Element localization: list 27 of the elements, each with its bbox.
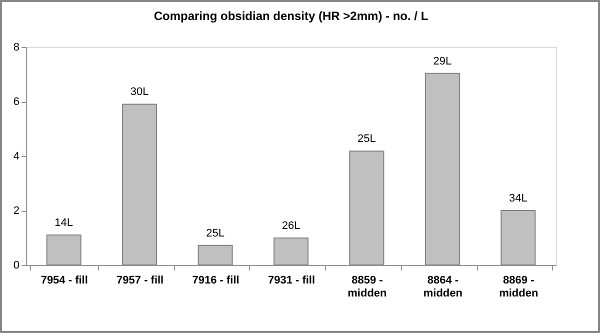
- bar: [274, 238, 308, 266]
- annotation: 25L: [358, 133, 376, 146]
- x-tick-label: 7931 - fill: [268, 274, 316, 286]
- annotation: 25L: [206, 227, 224, 240]
- annotation: 14L: [54, 217, 74, 230]
- y-tick-label: 4: [13, 150, 20, 162]
- annotation: 34L: [508, 192, 528, 204]
- y-tick-label: 2: [13, 205, 20, 217]
- annotation: 29L: [433, 55, 452, 68]
- bar: [122, 104, 158, 266]
- annotation: 26L: [282, 220, 300, 232]
- x-tick-label: 8869 - midden: [499, 274, 538, 300]
- x-tick-label: 7916 - fill: [192, 274, 240, 286]
- bar: [198, 244, 233, 266]
- bar: [500, 210, 536, 266]
- y-tick-label: 8: [13, 42, 20, 54]
- y-tick-label: 6: [13, 96, 20, 108]
- chart-title: Comparing obsidian density (HR >2mm) - no. / L: [154, 9, 428, 23]
- bar: [424, 72, 460, 266]
- x-tick-label: 7954 - fill: [40, 274, 88, 286]
- bar: [46, 234, 82, 266]
- x-tick-label: 7957 - fill: [116, 274, 164, 286]
- x-tick-label: 8859 - midden: [348, 274, 388, 300]
- x-tick-label: 8864 - midden: [423, 274, 463, 300]
- bar: [349, 150, 384, 266]
- y-tick-label: 0: [13, 260, 20, 272]
- annotation: 30L: [130, 86, 149, 98]
